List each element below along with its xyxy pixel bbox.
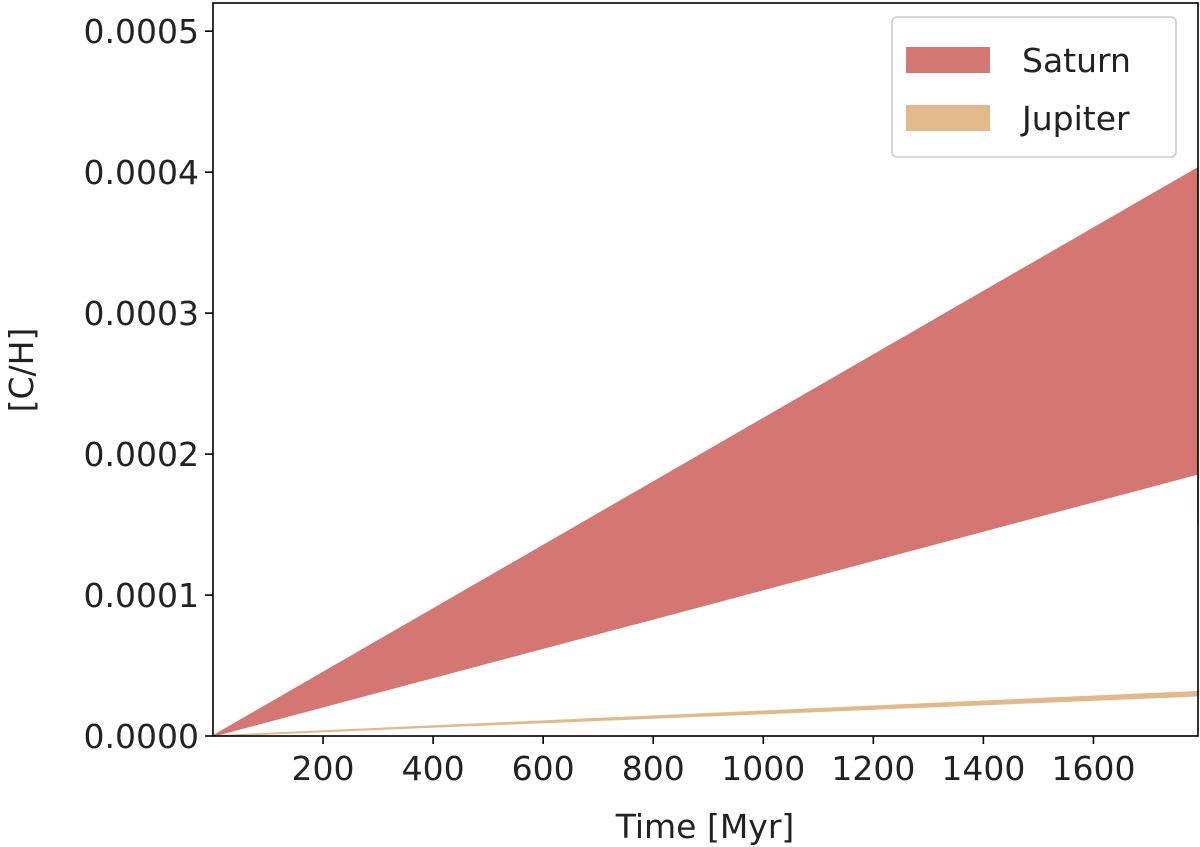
y-axis-label: [C/H]: [2, 328, 41, 413]
x-axis-label: Time [Myr]: [615, 807, 795, 846]
x-tick-label: 1400: [941, 749, 1025, 788]
legend-label-saturn: Saturn: [1022, 41, 1131, 80]
legend: Saturn Jupiter: [891, 16, 1177, 158]
x-tick-label: 400: [402, 749, 465, 788]
y-tick-label: 0.0004: [84, 153, 199, 192]
legend-swatch-saturn: [906, 47, 990, 73]
x-tick-label: 600: [512, 749, 575, 788]
y-tick-label: 0.0005: [84, 12, 199, 51]
x-tick-label: 1000: [721, 749, 805, 788]
y-tick-label: 0.0000: [84, 717, 199, 756]
x-axis-ticks: 200 400 600 800 1000 1200 1400 1600: [292, 736, 1135, 788]
y-tick-label: 0.0002: [84, 435, 199, 474]
x-tick-label: 1200: [831, 749, 915, 788]
y-tick-label: 0.0001: [84, 576, 199, 615]
plot-frame: [212, 2, 1199, 737]
y-axis-ticks: 0.0000 0.0001 0.0002 0.0003 0.0004 0.0005: [84, 12, 213, 756]
x-tick-label: 200: [292, 749, 355, 788]
legend-label-jupiter: Jupiter: [1020, 99, 1130, 138]
x-tick-label: 800: [622, 749, 685, 788]
x-tick-label: 1600: [1051, 749, 1135, 788]
y-tick-label: 0.0003: [84, 294, 199, 333]
legend-swatch-jupiter: [906, 105, 990, 131]
